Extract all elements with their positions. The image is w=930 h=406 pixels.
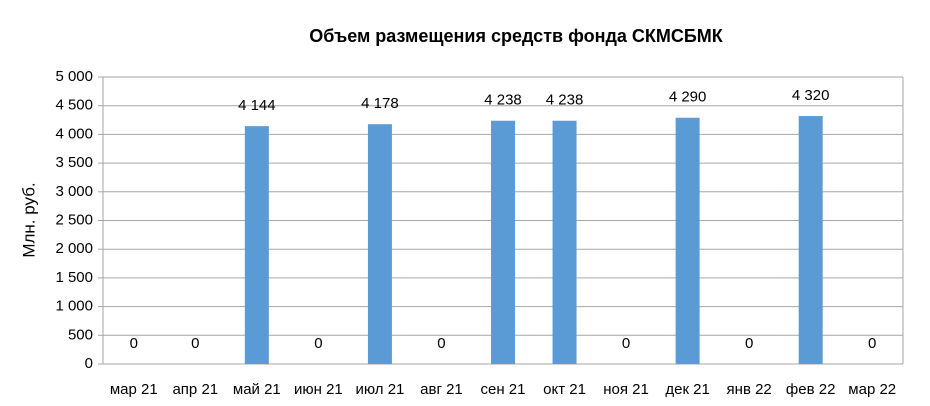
y-tick-label: 4 500 — [55, 97, 93, 114]
x-tick-label: дек 21 — [665, 381, 710, 398]
y-tick-label: 500 — [68, 326, 93, 343]
bar — [798, 116, 823, 364]
y-tick-label: 1 500 — [55, 269, 93, 286]
data-label: 4 290 — [669, 89, 707, 106]
y-tick-label: 0 — [85, 355, 93, 372]
bar — [491, 120, 515, 364]
x-tick-label: окт 21 — [543, 381, 586, 398]
x-tick-label: мар 21 — [110, 381, 158, 398]
x-tick-label: янв 22 — [727, 381, 772, 398]
x-tick-label: фев 22 — [786, 381, 836, 398]
data-label: 4 238 — [484, 92, 522, 109]
y-tick-label: 2 000 — [55, 240, 93, 257]
x-tick-label: сен 21 — [481, 381, 526, 398]
x-tick-label: мар 22 — [848, 381, 896, 398]
data-label: 4 144 — [238, 97, 276, 114]
data-label: 4 238 — [546, 92, 584, 109]
y-axis-label: Млн. руб. — [19, 182, 38, 257]
data-label: 0 — [745, 335, 753, 352]
y-tick-label: 2 500 — [55, 211, 93, 228]
x-tick-label: апр 21 — [172, 381, 218, 398]
data-label: 4 320 — [792, 87, 830, 104]
x-tick-label: июл 21 — [355, 381, 404, 398]
y-tick-label: 5 000 — [55, 68, 93, 85]
bar — [675, 117, 700, 364]
y-tick-label: 3 000 — [55, 183, 93, 200]
data-label: 0 — [622, 335, 630, 352]
data-label: 0 — [130, 335, 138, 352]
x-tick-label: июн 21 — [294, 381, 343, 398]
x-tick-label: ноя 21 — [603, 381, 649, 398]
y-tick-label: 4 000 — [55, 125, 93, 142]
data-label: 0 — [868, 335, 876, 352]
y-tick-label: 1 000 — [55, 298, 93, 315]
data-label: 0 — [314, 335, 322, 352]
bar — [552, 120, 577, 364]
bar — [244, 126, 269, 364]
data-label: 0 — [191, 335, 199, 352]
bar — [367, 124, 392, 364]
chart-title: Объем размещения средств фонда СКМСБМК — [309, 26, 724, 46]
data-label: 4 178 — [361, 95, 399, 112]
x-tick-label: май 21 — [233, 381, 281, 398]
data-label: 0 — [437, 335, 445, 352]
y-tick-label: 3 500 — [55, 154, 93, 171]
x-tick-label: авг 21 — [420, 381, 463, 398]
